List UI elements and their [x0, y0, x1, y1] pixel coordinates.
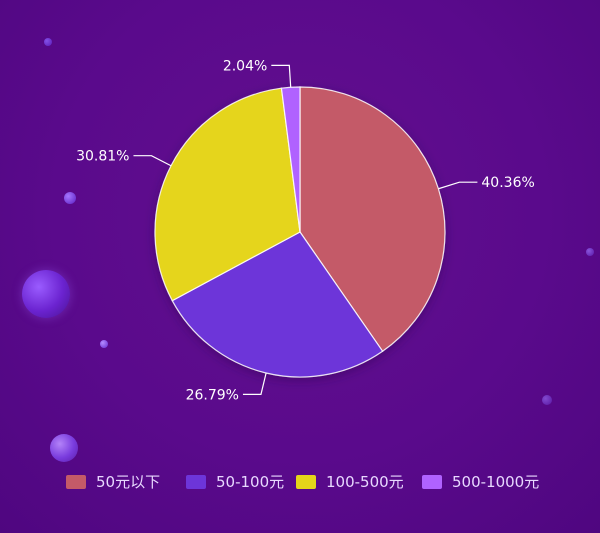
slice-value-label-0: 40.36% — [481, 175, 534, 191]
leader-line-0 — [438, 181, 478, 190]
pie-slice-1[interactable] — [171, 231, 384, 378]
legend-swatch-50-below — [66, 475, 86, 489]
legend-label-50-below: 50元以下 — [96, 473, 161, 491]
leader-line-3 — [271, 64, 292, 88]
legend-item-50-below[interactable]: 50元以下 — [66, 470, 160, 494]
legend-label-500-1000: 500-1000元 — [452, 473, 540, 491]
legend-swatch-50-100 — [186, 475, 206, 489]
legend-item-100-500[interactable]: 100-500元 — [296, 470, 404, 494]
leader-line-2 — [133, 155, 172, 167]
legend-label-100-500: 100-500元 — [326, 473, 404, 491]
slice-value-label-1: 26.79% — [186, 387, 239, 403]
slice-value-label-3: 2.04% — [223, 58, 267, 74]
slice-value-label-2: 30.81% — [76, 149, 129, 165]
legend-item-50-100[interactable]: 50-100元 — [186, 470, 284, 494]
pie-slice-0[interactable] — [299, 86, 446, 353]
chart-legend: 50元以下 50-100元 100-500元 500-1000元 — [0, 470, 600, 500]
legend-item-500-1000[interactable]: 500-1000元 — [422, 470, 539, 494]
legend-label-50-100: 50-100元 — [216, 473, 285, 491]
legend-swatch-500-1000 — [422, 475, 442, 489]
leader-line-1 — [242, 372, 267, 395]
legend-swatch-100-500 — [296, 475, 316, 489]
